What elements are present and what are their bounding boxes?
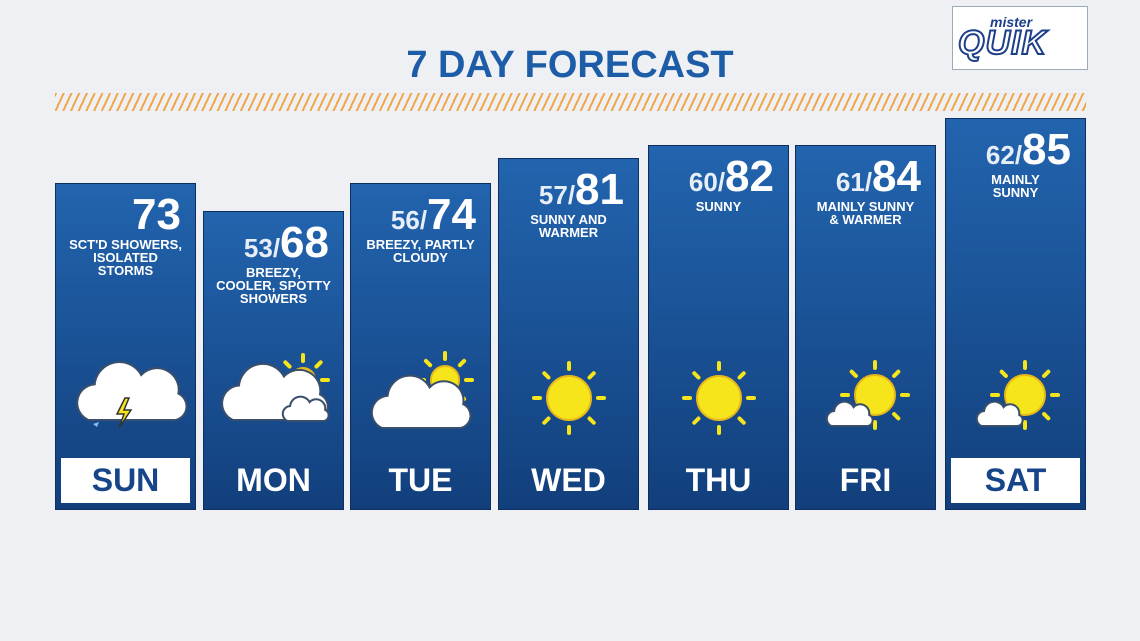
logo-top: mister — [990, 14, 1033, 30]
description-line: COOLER, SPOTTY — [216, 278, 331, 293]
separator: / — [419, 205, 428, 235]
description: SUNNY AND WARMER — [499, 213, 638, 239]
description: BREEZY, COOLER, SPOTTY SHOWERS — [204, 266, 343, 305]
description-line: WARMER — [538, 225, 599, 240]
day-name: TUE — [388, 462, 453, 498]
day-column: 73 SCT'D SHOWERS, ISOLATED STORMS — [55, 183, 196, 510]
description-line: CLOUDY — [393, 250, 448, 265]
high-temp: 81 — [575, 165, 624, 214]
high-temp: 73 — [132, 190, 181, 239]
high-temp: 82 — [725, 152, 774, 201]
description-line: BREEZY, PARTLY — [366, 237, 475, 252]
weather-icon — [682, 361, 756, 435]
description-line: SUNNY — [992, 185, 1039, 200]
separator: / — [864, 167, 873, 197]
weather-icon — [825, 360, 910, 430]
temperatures: 62/85 — [986, 125, 1071, 175]
title: 7 DAY FORECAST — [406, 44, 734, 86]
separator: / — [1014, 140, 1023, 170]
description-line: SCT'D SHOWERS, — [69, 237, 182, 252]
description: MAINLY SUNNY & WARMER — [796, 200, 935, 226]
separator: / — [272, 233, 281, 263]
description-line: MAINLY — [991, 172, 1040, 187]
low-temp: 53 — [243, 233, 273, 263]
day-column: 61/84 MAINLY SUNNY & WARMER — [795, 145, 936, 510]
day-column: 62/85 MAINLY SUNNY — [945, 118, 1086, 510]
logo-main: QUIK — [957, 23, 1047, 63]
weather-icon — [370, 351, 474, 429]
low-temp: 62 — [985, 140, 1015, 170]
description-line: & WARMER — [829, 212, 902, 227]
day-column: 56/74 BREEZY, PARTLY CLOUDY — [350, 183, 491, 510]
high-temp: 74 — [427, 190, 476, 239]
low-temp: 61 — [835, 167, 865, 197]
logo — [952, 6, 1088, 70]
low-temp: 57 — [538, 180, 568, 210]
description-line: MAINLY SUNNY — [816, 199, 915, 214]
day-name: FRI — [839, 462, 892, 498]
description-line: SUNNY — [695, 199, 742, 214]
high-temp: 68 — [280, 218, 329, 267]
low-temp: 56 — [390, 205, 420, 235]
day-name: MON — [236, 462, 311, 498]
description-line: BREEZY, — [246, 265, 301, 280]
description-line: SUNNY AND — [530, 212, 607, 227]
temperatures: 53/68 — [244, 218, 329, 268]
description: BREEZY, PARTLY CLOUDY — [351, 238, 490, 264]
weather-icon — [221, 353, 330, 423]
description: SCT'D SHOWERS, ISOLATED STORMS — [56, 238, 195, 277]
description: MAINLY SUNNY — [946, 173, 1085, 199]
day-name: WED — [531, 462, 606, 498]
high-temp: 85 — [1022, 125, 1071, 174]
day-name: SUN — [61, 458, 190, 503]
separator: / — [717, 167, 726, 197]
day-name: THU — [685, 462, 752, 498]
description-line: ISOLATED — [93, 250, 158, 265]
temperatures: 57/81 — [539, 165, 624, 215]
stripe — [55, 93, 1086, 111]
weather-icon — [975, 360, 1060, 430]
day-column: 57/81 SUNNY AND WARMER — [498, 158, 639, 510]
temperatures: 73 — [132, 190, 181, 240]
high-temp: 84 — [872, 152, 921, 201]
description-line: STORMS — [97, 263, 154, 278]
description: SUNNY — [649, 200, 788, 213]
temperatures: 60/82 — [689, 152, 774, 202]
temperatures: 61/84 — [836, 152, 921, 202]
separator: / — [567, 180, 576, 210]
low-temp: 60 — [688, 167, 718, 197]
weather-icon — [76, 361, 188, 429]
day-name: SAT — [951, 458, 1080, 503]
day-column: 60/82 SUNNY — [648, 145, 789, 510]
temperatures: 56/74 — [391, 190, 476, 240]
description-line: SHOWERS — [239, 291, 308, 306]
weather-icon — [532, 361, 606, 435]
